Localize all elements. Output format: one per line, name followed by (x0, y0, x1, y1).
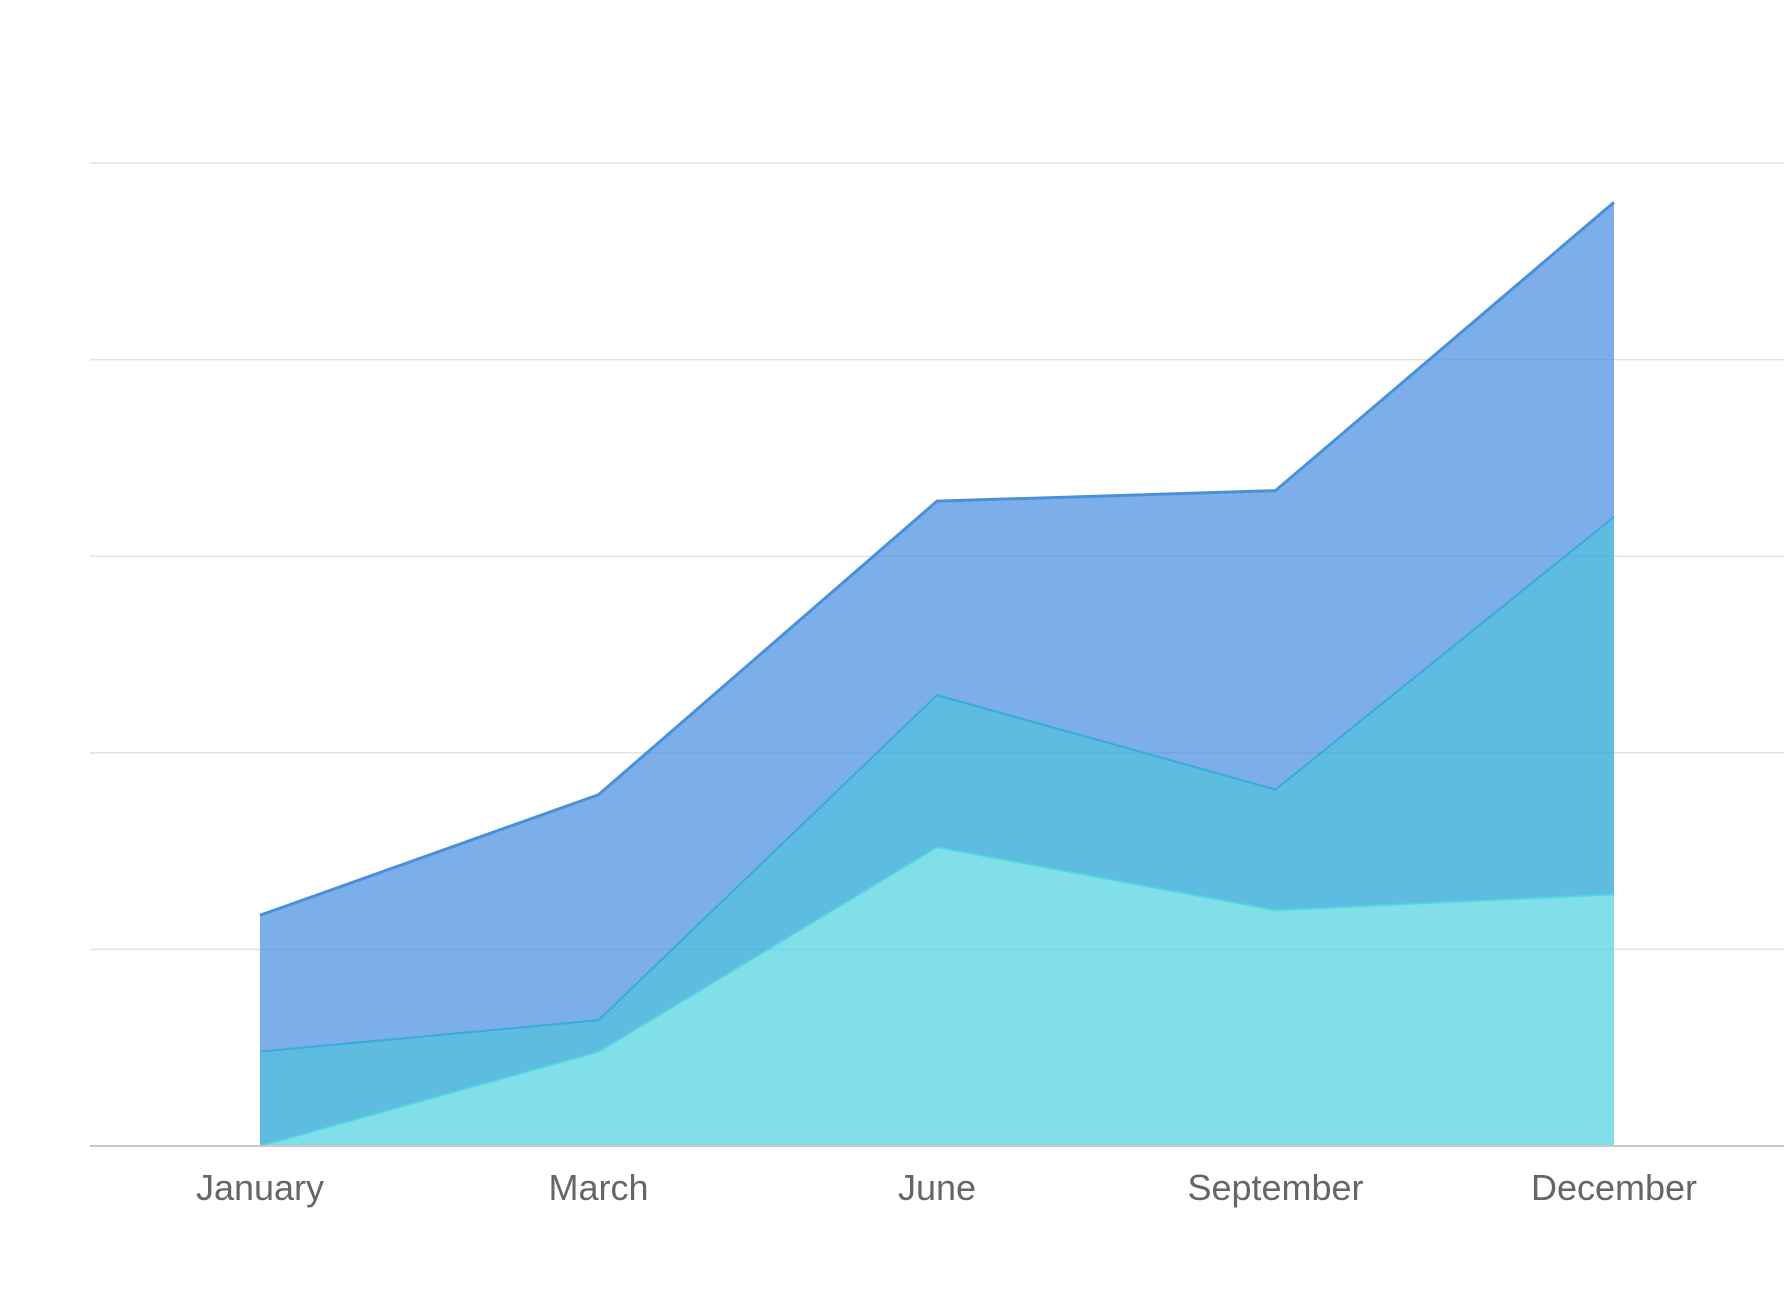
series-line-2 (259, 516, 1615, 1053)
series-line-1 (259, 846, 1615, 1147)
x-tick-label: September (1187, 1167, 1363, 1208)
area-series-2 (260, 516, 1614, 1146)
area-series-3 (260, 202, 1614, 1052)
x-tick-label: March (548, 1167, 648, 1208)
series-lines-group (259, 201, 1615, 1147)
x-axis: January March June September December (90, 1145, 1784, 1208)
x-tick-label: June (898, 1167, 976, 1208)
series-line-3 (259, 201, 1615, 917)
x-tick-label: December (1531, 1167, 1697, 1208)
area-series-1 (260, 847, 1614, 1146)
area-series-group (260, 202, 1614, 1146)
x-tick-label: January (196, 1167, 324, 1208)
